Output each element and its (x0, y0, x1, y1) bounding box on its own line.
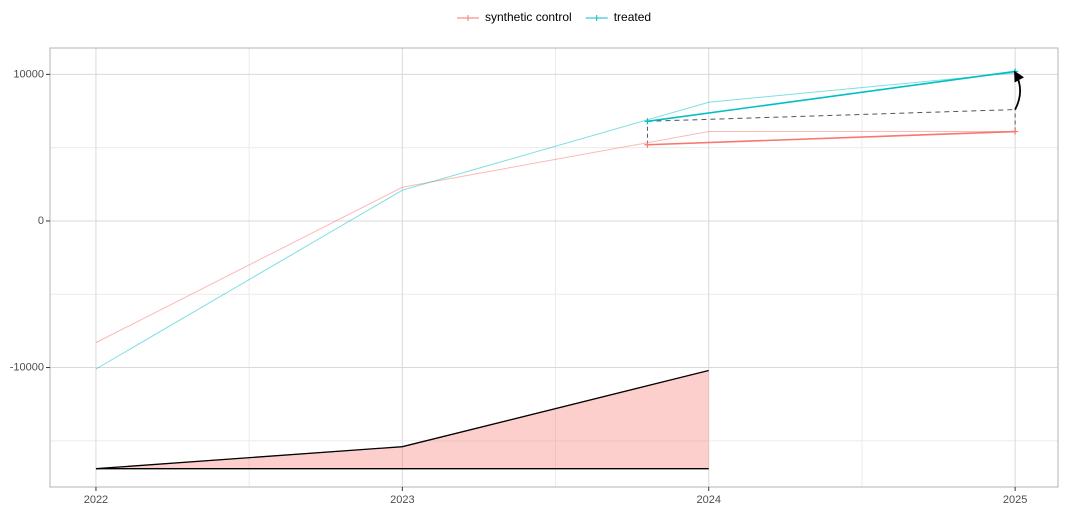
legend-key-point (593, 15, 600, 21)
legend: synthetic control treated (457, 10, 651, 24)
legend-label: synthetic control (485, 10, 572, 24)
x-tick-label: 2022 (84, 494, 108, 506)
counterfactual-line (647, 109, 1016, 122)
point (1012, 128, 1019, 135)
legend-key-point (465, 15, 471, 21)
series-line (95, 72, 1016, 370)
legend-label: treated (614, 10, 651, 24)
point (644, 141, 651, 148)
panel-border (49, 47, 1059, 488)
y-tick-label: 10000 (13, 68, 44, 80)
point (644, 118, 651, 125)
highlight-line (647, 70, 1016, 123)
x-tick-label: 2024 (696, 494, 720, 506)
highlight-line (647, 130, 1016, 146)
x-tick-label: 2023 (390, 494, 414, 506)
x-tick-label: 2025 (1003, 494, 1027, 506)
gap-line (95, 369, 709, 470)
series-line (95, 131, 1016, 344)
gap-area (95, 370, 709, 469)
y-tick-label: -10000 (10, 361, 44, 373)
effect-arrow (1014, 70, 1025, 110)
y-tick-label: 0 (38, 215, 44, 227)
